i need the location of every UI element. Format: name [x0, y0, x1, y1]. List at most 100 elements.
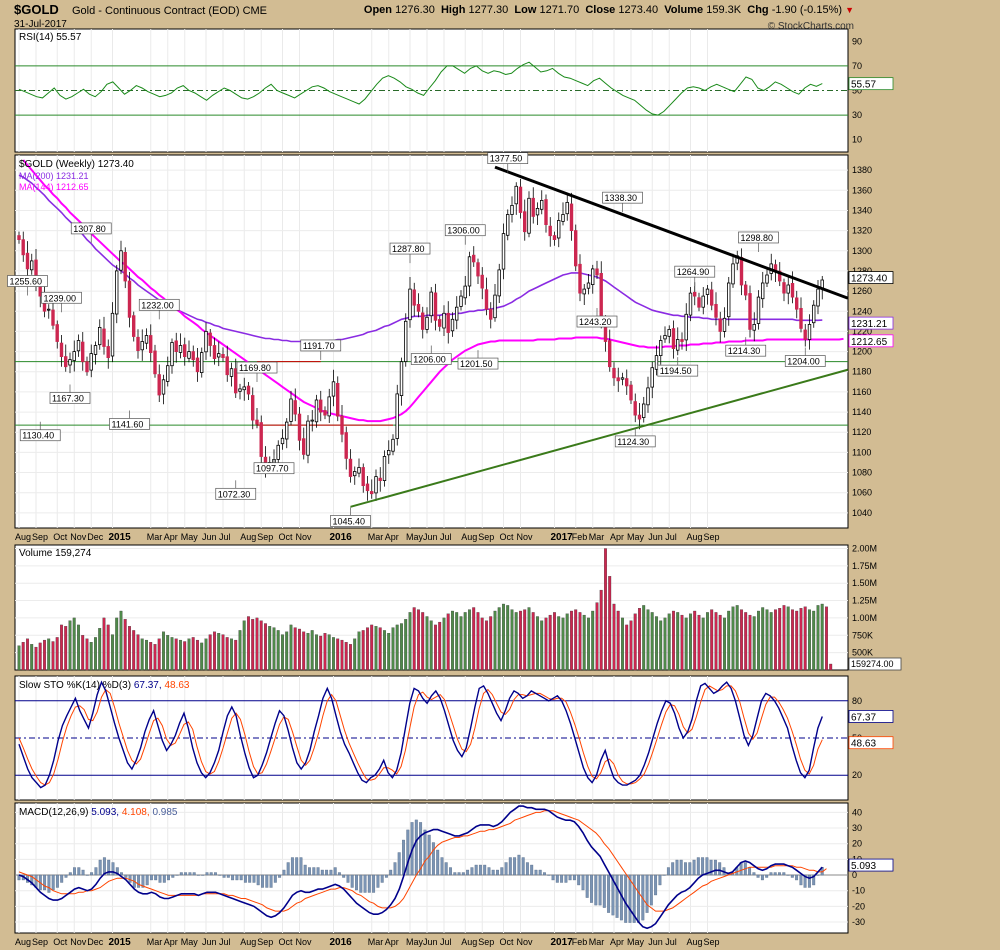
date-axis-label: Jul [665, 937, 677, 947]
rsi-tick-label: 10 [852, 135, 862, 145]
candle-body [165, 365, 170, 382]
volume-bar [676, 612, 680, 671]
volume-bar [153, 644, 157, 671]
candle-body [399, 361, 404, 397]
macd-histogram-bar [248, 874, 252, 883]
volume-bar [281, 634, 284, 671]
volume-bar [119, 610, 123, 671]
macd-histogram-bar [235, 874, 239, 881]
candle-body [454, 306, 459, 321]
candle-body [382, 455, 387, 481]
volume-bar [621, 617, 624, 671]
macd-histogram-bar [692, 859, 696, 876]
volume-bar [459, 616, 463, 671]
price-tick-label: 1380 [852, 165, 872, 175]
peak-label-box [19, 429, 61, 442]
candle-body [799, 307, 803, 329]
candle-body [276, 444, 280, 460]
macd-histogram-bar [384, 874, 388, 878]
date-axis-label: Jun [423, 532, 438, 542]
volume-bar [510, 609, 514, 671]
peak-label-box [576, 315, 618, 328]
macd-histogram-bar [491, 869, 495, 876]
candle-body [497, 269, 501, 297]
macd-histogram-bar [496, 869, 499, 876]
peak-label: 1072.30 [218, 489, 251, 499]
peak-label: 1201.50 [460, 359, 493, 369]
low-label: Low [514, 4, 537, 16]
volume-label: Volume [664, 4, 704, 16]
macd-histogram-bar [662, 874, 666, 876]
candle-body [157, 374, 161, 396]
candle-body [646, 387, 650, 406]
volume-bar [238, 630, 242, 671]
macd-histogram-bar [222, 874, 226, 878]
peak-label: 1130.40 [22, 431, 54, 441]
date-axis-label: Nov [70, 532, 87, 542]
date-axis-label: Oct [53, 937, 68, 947]
stochastic-d-value: 48.63 [164, 680, 189, 691]
macd-histogram-bar [658, 874, 662, 886]
volume-bar [200, 642, 204, 671]
macd-histogram-bar [765, 874, 769, 878]
candle-body [323, 410, 327, 416]
candle-body [446, 312, 450, 333]
chg-label: Chg [747, 4, 769, 16]
ma200-line [18, 174, 823, 343]
candle-body [301, 438, 306, 455]
volume-bar [213, 631, 216, 671]
candle-body [25, 252, 30, 270]
candle-body [654, 355, 659, 370]
candle-body [352, 471, 357, 477]
volume-bar [378, 627, 382, 671]
candle-body [425, 316, 429, 330]
candle-body [484, 289, 489, 310]
volume-bar [170, 637, 174, 671]
macd-histogram-bar [397, 852, 401, 876]
volume-bar [306, 633, 310, 671]
candle-body [688, 292, 693, 316]
date-axis-label: Oct [53, 532, 68, 542]
date-axis-label: Mar [368, 937, 384, 947]
macd-histogram-bar [68, 872, 72, 876]
volume-bar [400, 623, 403, 671]
macd-histogram-bar [85, 874, 89, 876]
macd-histogram-bar [453, 872, 457, 876]
candle-body [229, 368, 234, 377]
date-axis-label: Oct [279, 532, 294, 542]
macd-histogram-bar [645, 874, 649, 913]
macd-histogram-bar [504, 862, 508, 876]
volume-bar [778, 608, 782, 671]
candle-body [131, 315, 136, 337]
close-value: 1273.40 [618, 4, 659, 16]
volume-bar [323, 633, 327, 671]
date-axis-label: Aug [687, 532, 703, 542]
macd-histogram-bar [671, 862, 675, 876]
candle-body [212, 345, 217, 360]
volume-bar [38, 642, 42, 671]
candle-body [216, 353, 221, 358]
peak-label-box [41, 291, 82, 304]
macd-histogram-bar [444, 862, 448, 876]
macd-histogram-bar [231, 874, 235, 881]
candle-body [123, 251, 127, 282]
volume-tick-label: 750K [852, 630, 873, 640]
macd-histogram-bar [598, 874, 602, 906]
candle-body [72, 351, 76, 361]
macd-histogram-bar [167, 874, 170, 881]
volume-bar [612, 603, 616, 671]
candle-body [161, 379, 166, 395]
macd-histogram-bar [607, 874, 611, 913]
candle-body [429, 291, 433, 317]
candle-body [412, 289, 416, 306]
peak-label-box [602, 191, 643, 204]
macd-signal-value: 4.108, [122, 807, 153, 818]
peak-label: 1287.80 [392, 244, 425, 254]
price-tick-label: 1180 [852, 367, 871, 377]
macd-histogram-bar [513, 857, 517, 876]
date-axis-label: May [627, 532, 645, 542]
peak-label-box [253, 462, 295, 475]
volume-bar [140, 638, 144, 671]
macd-histogram-bar [77, 867, 81, 876]
